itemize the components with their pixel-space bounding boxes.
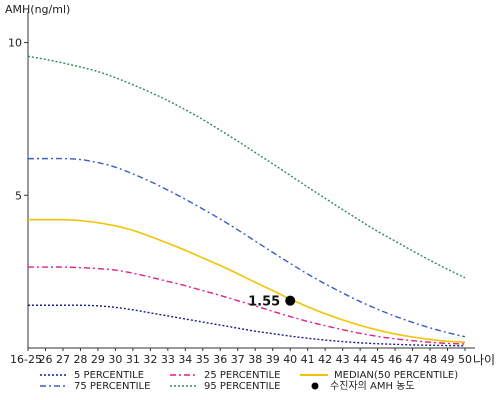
series-line-5-percentile [28,304,466,347]
legend-swatch-patient-point [311,382,319,390]
x-tick-label: 48 [423,353,437,366]
x-tick-label: 37 [231,353,245,366]
x-tick-label: 44 [353,353,367,366]
x-tick-label: 33 [161,353,175,366]
x-tick-label: 35 [196,353,210,366]
patient-amh-point [285,295,296,306]
x-tick-label: 16-25 [10,353,42,366]
x-tick-label: 45 [371,353,385,366]
x-tick-label: 28 [73,353,87,366]
x-tick-label: 31 [126,353,140,366]
series-line-25-percentile [28,266,466,345]
point-layer: 1.55 [248,295,296,310]
legend-label-5-percentile: 5 PERCENTILE [74,370,144,381]
x-tick-label: 32 [143,353,157,366]
x-tick-label: 47 [406,353,420,366]
x-axis-label: 나이 [473,353,495,367]
y-axis-label: AMH(ng/ml) [5,3,70,16]
patient-amh-value-label: 1.55 [248,295,280,310]
x-tick-label: 27 [56,353,70,366]
legend-label-25-percentile: 25 PERCENTILE [204,370,280,381]
y-tick-label: 5 [15,189,22,202]
x-tick-label: 26 [38,353,52,366]
series-line-median-50-percentile [28,218,466,343]
x-tick-label: 30 [108,353,122,366]
x-tick-label: 43 [336,353,350,366]
x-tick-label: 38 [248,353,262,366]
series-layer [27,55,466,347]
legend: 5 PERCENTILE 25 PERCENTILE MEDIAN(50 PERCE… [40,370,458,392]
x-tick-label: 29 [91,353,105,366]
x-tick-label: 46 [388,353,402,366]
legend-label-patient-point: 수진자의 AMH 농도 [330,380,415,392]
legend-label-75-percentile: 75 PERCENTILE [74,381,150,392]
x-tick-label: 50 [458,353,472,366]
series-line-95-percentile [27,55,466,279]
x-tick-label: 34 [178,353,192,366]
x-tick-label: 41 [301,353,315,366]
legend-label-median-50-percentile: MEDIAN(50 PERCENTILE) [334,370,458,381]
x-tick-label: 39 [266,353,280,366]
legend-label-95-percentile: 95 PERCENTILE [204,381,280,392]
x-tick-label: 40 [283,353,297,366]
x-tick-label: 42 [318,353,332,366]
series-line-75-percentile [28,157,466,338]
x-tick-label: 36 [213,353,227,366]
y-tick-label: 10 [8,37,22,50]
x-tick-label: 49 [441,353,455,366]
